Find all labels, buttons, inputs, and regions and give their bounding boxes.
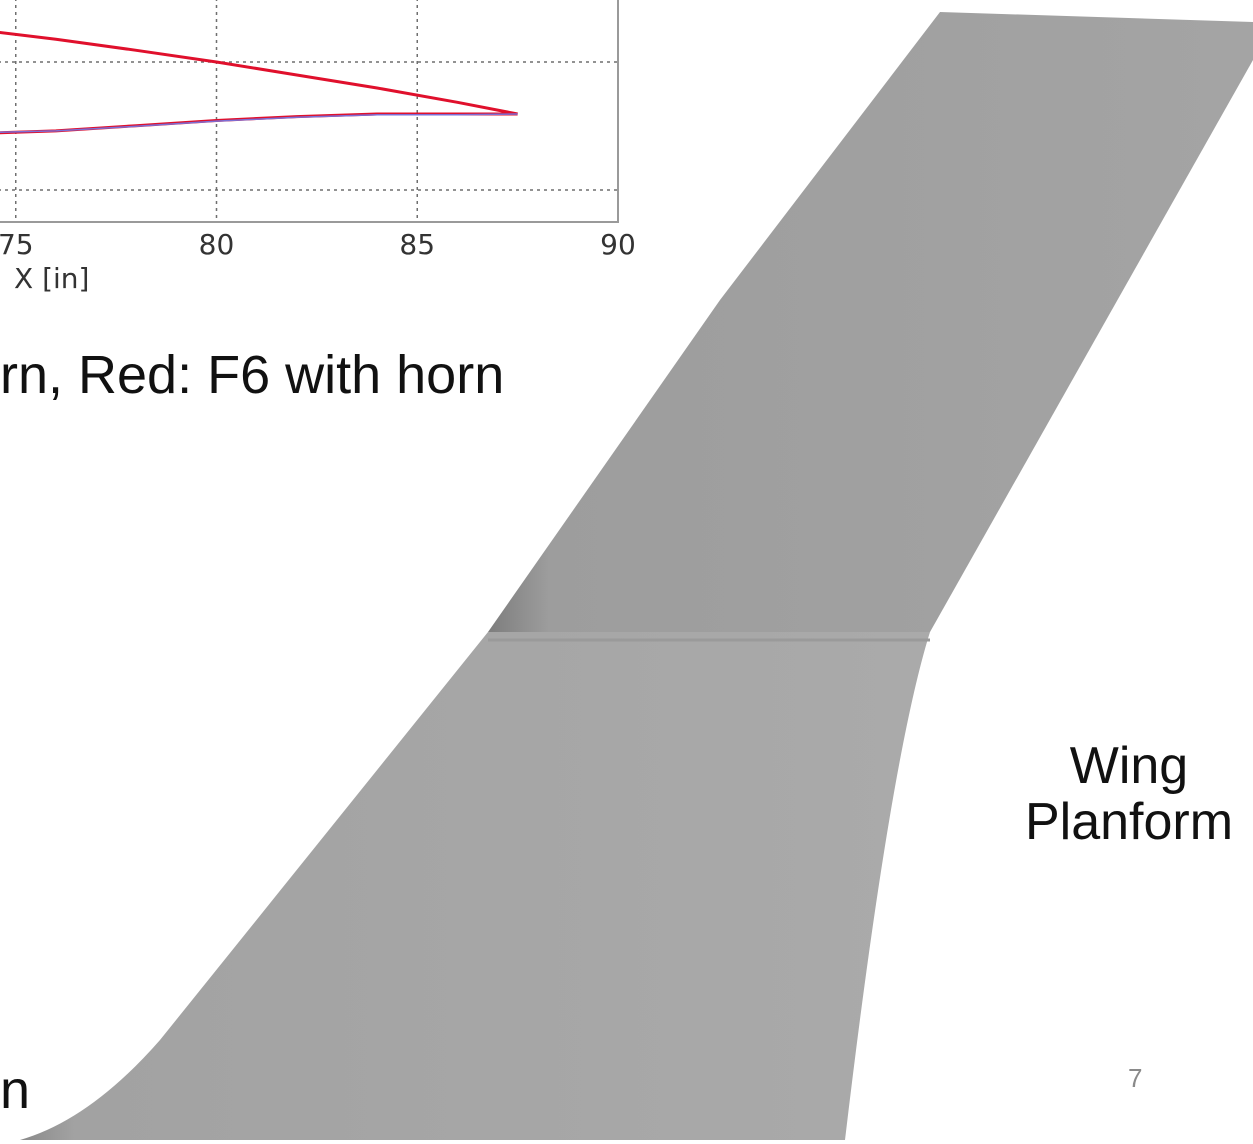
x-tick-label: 85	[399, 228, 435, 261]
planform-label-line2: Planform	[1024, 793, 1234, 851]
x-tick-label: 90	[600, 228, 636, 261]
series-line-1	[0, 30, 518, 116]
wing-outer-panel	[488, 12, 1253, 632]
legend-caption: rn, Red: F6 with horn	[0, 345, 505, 405]
planform-label-line1: Wing	[1069, 737, 1189, 795]
x-tick-labels: 75 80 85 90	[0, 228, 636, 261]
wing-planform-label: Wing Planform	[1005, 738, 1253, 850]
series-line-3	[0, 113, 518, 134]
page-number: 7	[1128, 1063, 1143, 1093]
wing-planform-render	[20, 12, 1253, 1140]
x-tick-label: 80	[199, 228, 235, 261]
x-axis-label: X [in]	[14, 262, 89, 295]
plot-series	[0, 30, 518, 135]
truncated-caption-text: n	[0, 1060, 31, 1120]
wing-inner-panel	[20, 632, 930, 1140]
x-tick-label: 75	[0, 228, 34, 261]
airfoil-plot: 75 80 85 90 X [in]	[0, 0, 636, 295]
plot-frame	[0, 0, 619, 223]
